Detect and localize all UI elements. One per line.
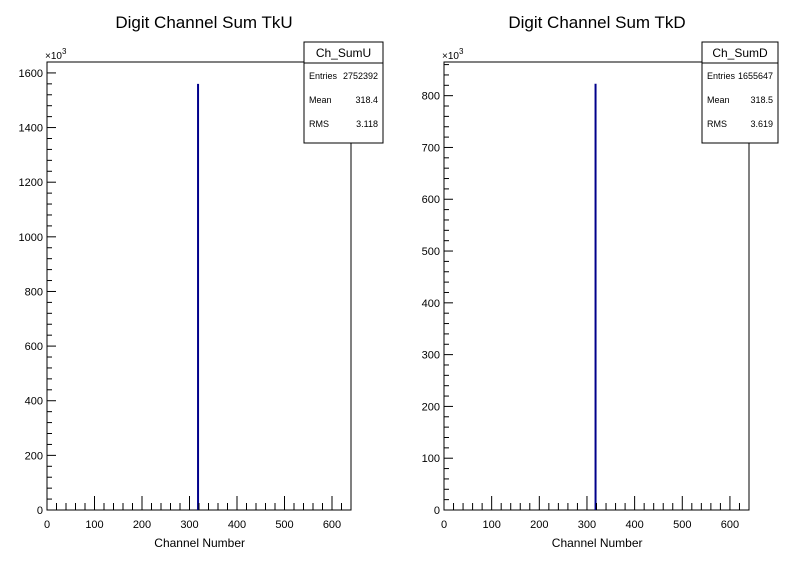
y-tick-label: 1000 [19,232,43,244]
y-tick-label: 400 [422,298,440,310]
stats-box-title: Ch_SumD [712,46,768,60]
x-tick-label: 400 [228,519,246,531]
y-tick-label: 0 [434,505,440,517]
y-tick-label: 600 [25,341,43,353]
y-tick-label: 400 [25,396,43,408]
y-multiplier-exponent: 3 [62,47,67,56]
x-tick-label: 300 [180,519,198,531]
x-tick-label: 500 [673,519,691,531]
y-tick-label: 0 [37,505,43,517]
x-tick-label: 0 [44,519,50,531]
x-tick-label: 300 [578,519,596,531]
stats-box-frame [701,41,779,144]
y-tick-label: 200 [422,401,440,413]
x-tick-label: 400 [625,519,643,531]
x-tick-label: 200 [133,519,151,531]
y-multiplier-base: ×10 [45,51,62,62]
y-multiplier-label: ×103 [442,47,464,62]
stats-row-value: 318.5 [750,95,773,105]
y-multiplier-label: ×103 [45,47,67,62]
x-tick-label: 0 [441,519,447,531]
x-tick-label: 500 [275,519,293,531]
y-tick-label: 500 [422,246,440,258]
stats-row-label: Mean [707,95,730,105]
x-axis-label: Channel Number [154,536,245,550]
x-tick-label: 200 [530,519,548,531]
x-tick-label: 600 [323,519,341,531]
y-tick-label: 800 [25,286,43,298]
chart-title: Digit Channel Sum TkU [115,13,292,32]
x-tick-label: 100 [85,519,103,531]
y-multiplier-exponent: 3 [459,47,464,56]
y-tick-label: 1200 [19,177,43,189]
stats-row-value: 318.4 [355,95,378,105]
stats-row-value: 1655647 [738,71,773,81]
x-tick-label: 600 [721,519,739,531]
y-tick-label: 600 [422,194,440,206]
y-multiplier-base: ×10 [442,51,459,62]
x-axis-label: Channel Number [552,536,643,550]
y-tick-label: 100 [422,453,440,465]
y-tick-label: 1600 [19,68,43,80]
stats-box: Ch_SumU Entries 2752392 Mean 318.4 RMS 3.118 [303,41,384,144]
histogram-panel-2: Digit Channel Sum TkD 0 100 200 300 400 500 600… [422,13,779,550]
stats-row-label: RMS [309,119,329,129]
x-tick-label: 100 [482,519,500,531]
y-tick-label: 800 [422,91,440,103]
chart-title: Digit Channel Sum TkD [508,13,685,32]
stats-row-label: Mean [309,95,332,105]
histogram-panel-1: Digit Channel Sum TkU 0 100 200 300 400 500 600… [19,13,384,550]
stats-row-value: 2752392 [343,71,378,81]
stats-row-value: 3.118 [356,119,378,129]
y-tick-label: 200 [25,450,43,462]
stats-box-title: Ch_SumU [316,46,371,60]
stats-row-label: Entries [309,71,338,81]
y-tick-label: 1400 [19,123,43,135]
y-tick-label: 700 [422,142,440,154]
y-tick-label: 300 [422,350,440,362]
stats-box-frame [303,41,384,144]
stats-box: Ch_SumD Entries 1655647 Mean 318.5 RMS 3.619 [701,41,779,144]
stats-row-label: RMS [707,119,727,129]
stats-row-label: Entries [707,71,736,81]
stats-row-value: 3.619 [750,119,773,129]
